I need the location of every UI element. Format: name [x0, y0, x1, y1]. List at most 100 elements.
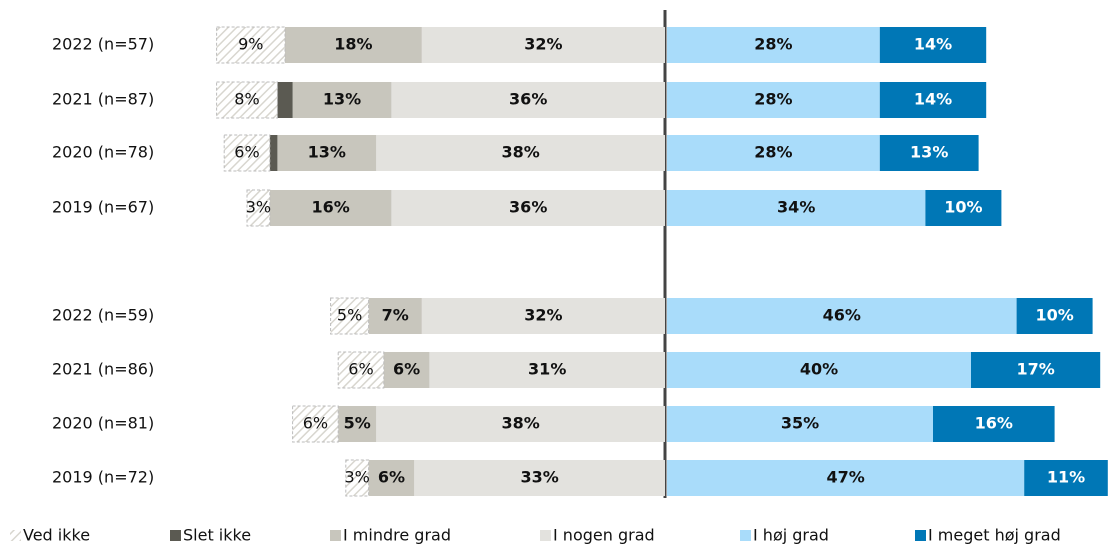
bar-segment [1016, 298, 1093, 334]
bar-segment [292, 82, 392, 118]
bar-segment [667, 406, 933, 442]
bar-segment [925, 190, 1002, 226]
value-label: 8% [234, 90, 259, 109]
category-label: 2021 (n=87) [52, 90, 154, 109]
legend-marker [10, 530, 21, 541]
bar-segment [667, 27, 880, 63]
value-label: 16% [311, 198, 349, 217]
value-label: 6% [234, 143, 259, 162]
bar-segment [667, 190, 926, 226]
value-label: 3% [246, 198, 271, 217]
bar-segment [933, 406, 1055, 442]
bar-segment [879, 27, 987, 63]
legend-label: I høj grad [753, 526, 829, 545]
bar-segment [667, 135, 880, 171]
category-label: 2022 (n=59) [52, 306, 154, 325]
bar-segment [368, 298, 422, 334]
bar-segment [376, 135, 665, 171]
bar-segment [223, 134, 271, 172]
value-label: 46% [823, 306, 861, 325]
bar-segment [269, 135, 278, 171]
legend-marker [330, 530, 341, 541]
legend-label: Ved ikke [23, 526, 90, 545]
category-label: 2019 (n=67) [52, 198, 154, 217]
value-label: 11% [1047, 468, 1085, 487]
value-label: 14% [914, 35, 952, 54]
bar-segment [285, 27, 422, 63]
bar-segment [277, 82, 293, 118]
bar-segment [376, 406, 665, 442]
bar-segment [216, 26, 286, 64]
value-label: 9% [238, 35, 263, 54]
value-label: 38% [501, 414, 539, 433]
value-label: 36% [509, 90, 547, 109]
value-label: 47% [826, 468, 864, 487]
bar-segment [414, 460, 665, 496]
value-label: 28% [754, 90, 792, 109]
value-label: 33% [520, 468, 558, 487]
value-label: 31% [528, 360, 566, 379]
value-label: 40% [800, 360, 838, 379]
bar-segment [368, 460, 415, 496]
bar-segment [277, 135, 377, 171]
value-label: 14% [914, 90, 952, 109]
value-label: 5% [337, 306, 362, 325]
bar-segment [383, 352, 430, 388]
value-label: 6% [348, 360, 373, 379]
legend-marker [540, 530, 551, 541]
legend-marker [170, 530, 181, 541]
value-label: 5% [344, 414, 371, 433]
legend-label: I mindre grad [343, 526, 451, 545]
bar-segment [429, 352, 665, 388]
bar-segment [391, 82, 665, 118]
bar-segment [421, 298, 665, 334]
category-label: 2021 (n=86) [52, 360, 154, 379]
bar-segment [971, 352, 1101, 388]
value-label: 16% [975, 414, 1013, 433]
bar-segment [338, 406, 377, 442]
value-label: 38% [501, 143, 539, 162]
bar-segment [667, 352, 971, 388]
value-label: 13% [910, 143, 948, 162]
value-label: 10% [944, 198, 982, 217]
bar-segment [330, 297, 370, 335]
bar-segment [345, 459, 370, 497]
legend-label: I nogen grad [553, 526, 655, 545]
bar-segment [667, 298, 1017, 334]
legend-marker [740, 530, 751, 541]
value-label: 13% [308, 143, 346, 162]
category-label: 2020 (n=81) [52, 414, 154, 433]
bar-segment [421, 27, 665, 63]
value-label: 35% [781, 414, 819, 433]
bar-segment [667, 460, 1025, 496]
value-label: 6% [303, 414, 328, 433]
value-label: 3% [345, 468, 370, 487]
value-label: 13% [323, 90, 361, 109]
value-label: 6% [378, 468, 405, 487]
bar-segment [879, 135, 979, 171]
value-label: 28% [754, 35, 792, 54]
value-label: 18% [334, 35, 372, 54]
value-label: 28% [754, 143, 792, 162]
bar-segment [391, 190, 665, 226]
bar-segment [292, 405, 339, 443]
bar-segment [246, 189, 271, 227]
legend-marker [915, 530, 926, 541]
value-label: 17% [1016, 360, 1054, 379]
value-label: 36% [509, 198, 547, 217]
value-label: 32% [524, 35, 562, 54]
bar-segment [1024, 460, 1108, 496]
value-label: 6% [393, 360, 420, 379]
legend-label: I meget høj grad [928, 526, 1061, 545]
value-label: 10% [1035, 306, 1073, 325]
value-label: 7% [382, 306, 409, 325]
bar-segment [216, 81, 278, 119]
bar-segment [879, 82, 987, 118]
category-label: 2022 (n=57) [52, 35, 154, 54]
category-label: 2019 (n=72) [52, 468, 154, 487]
bar-segment [667, 82, 880, 118]
category-label: 2020 (n=78) [52, 143, 154, 162]
value-label: 34% [777, 198, 815, 217]
legend-label: Slet ikke [183, 526, 251, 545]
